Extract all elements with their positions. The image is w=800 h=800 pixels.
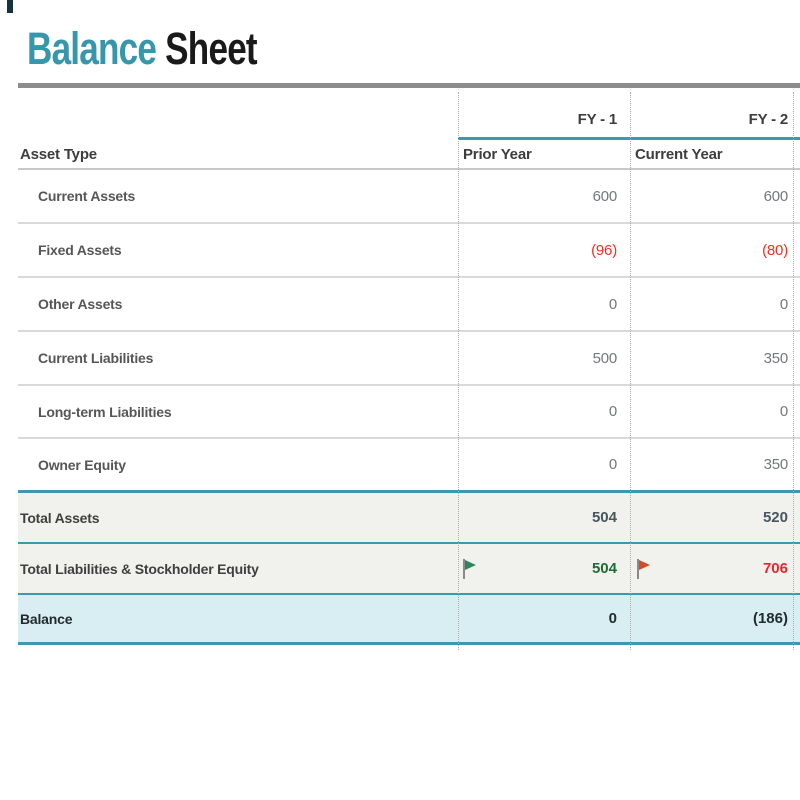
row-label[interactable]: Total Assets	[20, 509, 100, 526]
fy2-value[interactable]: (80)	[762, 241, 788, 259]
fy-header-underline	[458, 137, 800, 140]
row-label[interactable]: Total Liabilities & Stockholder Equity	[20, 560, 259, 577]
fy1-value[interactable]: 600	[592, 187, 618, 205]
fy2-value[interactable]: 0	[779, 403, 788, 420]
fy1-total-value[interactable]: 504	[591, 509, 617, 526]
row-label[interactable]: Long-term Liabilities	[38, 403, 172, 420]
fy1-value[interactable]: (96)	[591, 241, 617, 259]
fy1-value[interactable]: 500	[592, 349, 618, 367]
table-row-current-assets: Current Assets 600 600	[18, 170, 800, 224]
corner-artifact	[7, 0, 13, 13]
current-year-header[interactable]: Current Year	[635, 145, 723, 163]
fy1-value[interactable]: 0	[608, 456, 617, 473]
asset-type-header[interactable]: Asset Type	[20, 145, 97, 163]
table-row-current-liabilities: Current Liabilities 500 350	[18, 332, 800, 386]
page-title-accent: Balance	[27, 23, 157, 74]
table-row-balance: Balance 0 (186)	[18, 595, 800, 645]
column-divider-dotted	[458, 92, 459, 650]
red-flag-icon	[637, 558, 650, 579]
column-header-row: Asset Type Prior Year Current Year	[18, 140, 800, 170]
fy2-value[interactable]: 350	[763, 349, 789, 367]
fy2-total-value: 706	[762, 560, 788, 577]
fy2-group-header[interactable]: FY - 2	[748, 110, 789, 128]
table-row-other-assets: Other Assets 0 0	[18, 278, 800, 332]
page-title-rest: Sheet	[165, 23, 257, 74]
row-label[interactable]: Current Assets	[38, 188, 136, 204]
fiscal-year-header-row: FY - 1 FY - 2	[18, 92, 800, 140]
table-row-owner-equity: Owner Equity 0 350	[18, 439, 800, 493]
fy1-total-value: 504	[591, 560, 617, 577]
fy1-group-header[interactable]: FY - 1	[577, 110, 618, 128]
table-row-fixed-assets: Fixed Assets (96) (80)	[18, 224, 800, 278]
row-label[interactable]: Fixed Assets	[38, 242, 122, 258]
green-flag-icon	[463, 558, 476, 579]
fy2-total-value[interactable]: 520	[762, 509, 788, 526]
fy2-value[interactable]: 600	[763, 187, 789, 205]
column-divider-dotted	[793, 92, 794, 650]
title-divider	[18, 83, 800, 88]
fy1-value[interactable]: 0	[608, 295, 617, 313]
fy2-balance-value[interactable]: (186)	[752, 610, 788, 627]
fy2-value[interactable]: 350	[763, 456, 789, 473]
balance-sheet-table: FY - 1 FY - 2 Asset Type Prior Year Curr…	[18, 92, 800, 650]
row-label[interactable]: Balance	[20, 610, 73, 627]
table-row-total-liabilities-equity: Total Liabilities & Stockholder Equity 5…	[18, 544, 800, 595]
row-label[interactable]: Other Assets	[38, 296, 123, 312]
page-title: Balance Sheet	[27, 23, 258, 74]
table-row-total-assets: Total Assets 504 520	[18, 493, 800, 544]
row-label[interactable]: Owner Equity	[38, 456, 126, 473]
fy1-total-cell[interactable]: 504	[458, 558, 630, 579]
fy1-value[interactable]: 0	[608, 403, 617, 420]
prior-year-header[interactable]: Prior Year	[463, 145, 532, 163]
fy2-value[interactable]: 0	[779, 295, 788, 313]
column-divider-dotted	[630, 92, 631, 650]
table-row-longterm-liabilities: Long-term Liabilities 0 0	[18, 386, 800, 439]
fy1-balance-value[interactable]: 0	[608, 610, 617, 627]
fy2-total-cell[interactable]: 706	[630, 558, 800, 579]
row-label[interactable]: Current Liabilities	[38, 350, 154, 366]
